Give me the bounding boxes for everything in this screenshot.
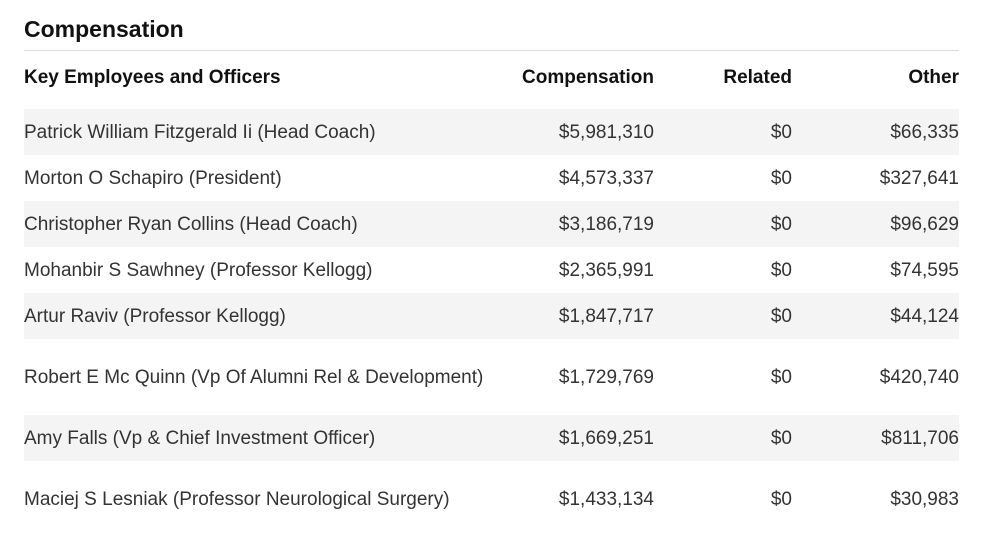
related-value: $0 — [770, 488, 792, 510]
related-value: $0 — [770, 259, 792, 281]
compensation-value: $3,186,719 — [558, 213, 654, 235]
related-value: $0 — [770, 305, 792, 327]
table-row: Morton O Schapiro (President) $4,573,337… — [24, 155, 959, 201]
table-row: Mohanbir S Sawhney (Professor Kellogg) $… — [24, 247, 959, 293]
header-other: Other — [908, 67, 959, 88]
table-row: Maciej S Lesniak (Professor Neurological… — [24, 461, 959, 537]
compensation-value: $2,365,991 — [558, 259, 654, 281]
employee-name: Morton O Schapiro (President) — [24, 167, 282, 189]
header-compensation: Compensation — [522, 67, 654, 88]
employee-name: Artur Raviv (Professor Kellogg) — [24, 305, 286, 327]
table-row: Patrick William Fitzgerald Ii (Head Coac… — [24, 109, 959, 155]
compensation-table: Key Employees and Officers Compensation … — [24, 65, 959, 537]
compensation-value: $1,669,251 — [558, 427, 654, 449]
table-row: Artur Raviv (Professor Kellogg) $1,847,7… — [24, 293, 959, 339]
employee-name: Mohanbir S Sawhney (Professor Kellogg) — [24, 259, 373, 281]
compensation-value: $4,573,337 — [558, 167, 654, 189]
other-value: $811,706 — [881, 427, 959, 449]
employee-name: Amy Falls (Vp & Chief Investment Officer… — [24, 427, 376, 449]
other-value: $66,335 — [890, 121, 959, 143]
related-value: $0 — [770, 167, 792, 189]
compensation-value: $1,433,134 — [558, 488, 654, 510]
table-row: Christopher Ryan Collins (Head Coach) $3… — [24, 201, 959, 247]
related-value: $0 — [770, 366, 792, 388]
compensation-value: $1,847,717 — [558, 305, 654, 327]
header-related: Related — [723, 67, 792, 88]
related-value: $0 — [770, 121, 792, 143]
table-header-row: Key Employees and Officers Compensation … — [24, 65, 959, 109]
other-value: $327,641 — [879, 167, 959, 189]
employee-name: Patrick William Fitzgerald Ii (Head Coac… — [24, 121, 376, 143]
related-value: $0 — [770, 427, 792, 449]
employee-name: Maciej S Lesniak (Professor Neurological… — [24, 488, 450, 510]
other-value: $420,740 — [879, 366, 959, 388]
header-key-employees: Key Employees and Officers — [24, 67, 281, 88]
table-row: Robert E Mc Quinn (Vp Of Alumni Rel & De… — [24, 339, 959, 415]
related-value: $0 — [770, 213, 792, 235]
title-divider — [24, 50, 959, 51]
other-value: $44,124 — [890, 305, 959, 327]
other-value: $30,983 — [890, 488, 959, 510]
table-row: Amy Falls (Vp & Chief Investment Officer… — [24, 415, 959, 461]
compensation-section: Compensation Key Employees and Officers … — [24, 0, 959, 537]
employee-name: Christopher Ryan Collins (Head Coach) — [24, 213, 358, 235]
compensation-value: $1,729,769 — [558, 366, 654, 388]
section-title: Compensation — [24, 16, 184, 42]
compensation-value: $5,981,310 — [558, 121, 654, 143]
employee-name: Robert E Mc Quinn (Vp Of Alumni Rel & De… — [24, 366, 484, 388]
other-value: $74,595 — [890, 259, 959, 281]
other-value: $96,629 — [890, 213, 959, 235]
